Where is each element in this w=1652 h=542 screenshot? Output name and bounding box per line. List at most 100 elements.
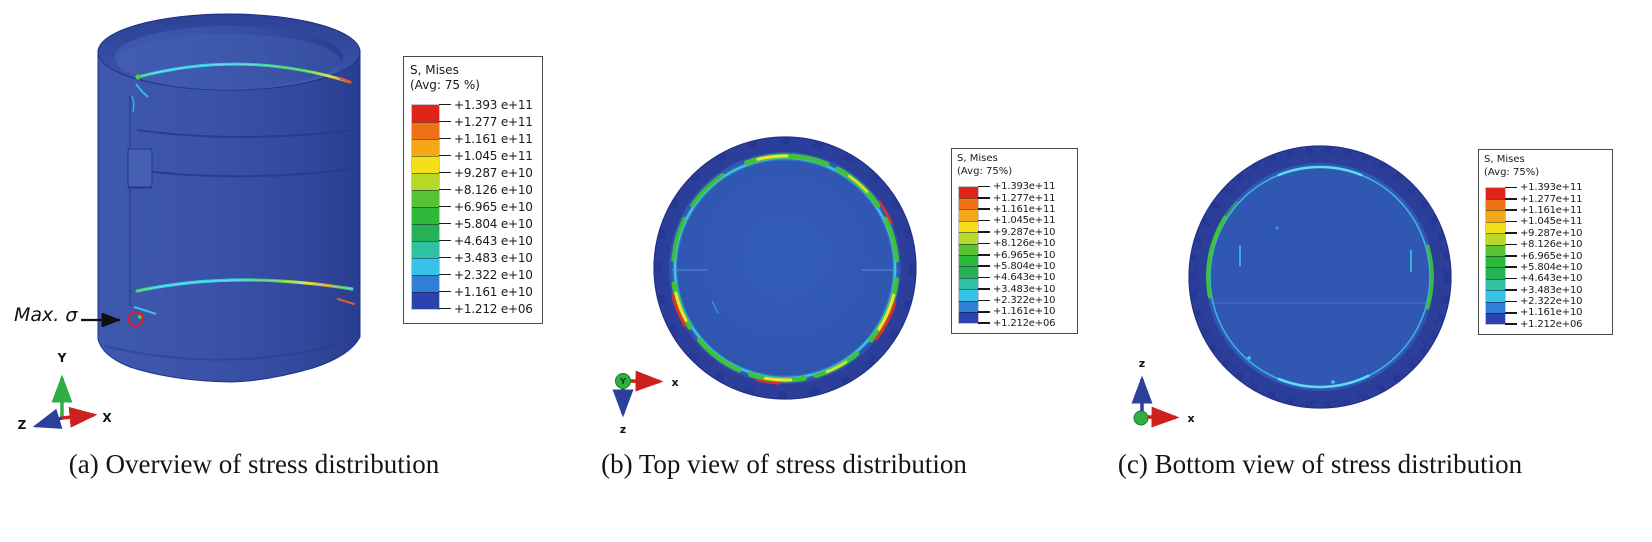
legend-value: +1.277e+11 (1505, 193, 1609, 205)
stress-hotspot (847, 175, 869, 193)
tick-mark (1505, 289, 1517, 291)
stress-hotspot (696, 337, 742, 373)
legend-value: +3.483e+10 (978, 284, 1074, 295)
colorbar-band (412, 206, 439, 224)
axis-triad-bottom-view: z x (1131, 357, 1195, 428)
legend-value: +1.393 e+11 (439, 96, 538, 113)
tick-mark (978, 322, 990, 324)
colorbar-band (1486, 187, 1505, 200)
overview-stress-model (97, 13, 361, 383)
legend-value: +8.126 e+10 (439, 181, 538, 198)
colorbar-band (412, 189, 439, 207)
legend-value: +4.643e+10 (1505, 273, 1609, 284)
legend-value: +1.212 e+06 (439, 300, 538, 317)
legend-value: +4.643 e+10 (439, 232, 538, 249)
stress-hotspot (671, 216, 687, 263)
legend-value: +9.287e+10 (1505, 228, 1609, 239)
legend-value: +2.322 e+10 (439, 266, 538, 283)
tick-mark (1505, 232, 1517, 234)
stress-hotspot (1277, 165, 1363, 177)
tick-mark (439, 154, 451, 157)
colorbar-band (412, 240, 439, 258)
colorbar-band (1486, 233, 1505, 245)
inner-disc (1206, 163, 1434, 391)
tick-mark (439, 205, 451, 208)
max-stress-arrow (81, 313, 122, 327)
colorbar (1485, 186, 1506, 326)
colorbar-band (959, 243, 978, 256)
tick-mark (1505, 300, 1517, 303)
colorbar-band (412, 291, 439, 309)
colorbar-band (1486, 312, 1505, 325)
z-axis-arrow (32, 408, 63, 429)
legend-value: +1.045e+11 (1505, 216, 1609, 227)
legend-value: +8.126e+10 (1505, 239, 1609, 250)
y-axis-origin-dot (615, 373, 631, 389)
colorbar-band (1486, 256, 1505, 268)
legend-subtitle: (Avg: 75%) (1484, 166, 1540, 178)
colorbar-band (412, 274, 439, 292)
x-axis-arrow (629, 370, 664, 392)
colorbar-values: +1.393 e+11 +1.277 e+11 +1.161 e+11 +1.045 … (439, 96, 538, 317)
max-stress-circle-marker (128, 311, 144, 327)
z-axis-label: z (620, 423, 626, 436)
legend-value: +1.393e+11 (1505, 182, 1609, 193)
legend-value: +1.045e+11 (978, 215, 1074, 226)
tick-mark (1505, 277, 1517, 280)
tick-mark (439, 307, 451, 310)
colorbar-band (959, 300, 978, 312)
tick-mark (1505, 220, 1517, 223)
panel-caption-b: (b) Top view of stress distribution (601, 449, 967, 479)
tick-mark (439, 171, 451, 174)
legend-value: +6.965e+10 (978, 249, 1074, 261)
colorbar (958, 185, 979, 325)
colorbar-band (959, 232, 978, 244)
colorbar-legend: S, Mises (Avg: 75 %) +1.393 e+11 +1.277 e… (403, 56, 543, 324)
side-tab (127, 148, 153, 188)
legend-title: S, Mises (957, 153, 998, 164)
tick-mark (978, 299, 990, 302)
legend-title: S, Mises (1484, 154, 1525, 165)
tick-mark (978, 231, 990, 233)
tick-mark (439, 137, 451, 140)
tick-mark (978, 265, 990, 268)
colorbar-band (959, 198, 978, 210)
tick-mark (1505, 323, 1517, 325)
colorbar-band (412, 223, 439, 241)
colorbar-band (959, 311, 978, 324)
stress-hotspot (883, 216, 899, 263)
axis-triad-overview: Y X Z (18, 351, 113, 430)
colorbar-band (1486, 244, 1505, 257)
legend-value: +1.212e+06 (978, 318, 1074, 329)
colorbar-band (412, 138, 439, 156)
stress-hotspot (674, 291, 688, 323)
stress-hotspot (1425, 244, 1434, 310)
y-axis-origin-dot (1133, 410, 1149, 426)
y-axis-label: Y (57, 351, 67, 365)
colorbar-band (959, 220, 978, 233)
top-view-model (653, 136, 917, 400)
bottom-view-model (1188, 145, 1452, 409)
colorbar-band (959, 255, 978, 267)
legend-value: +2.322e+10 (1505, 296, 1609, 307)
legend-value: +8.126e+10 (978, 238, 1074, 249)
colorbar-values: +1.393e+11 +1.277e+11 +1.161e+11 +1.045e+11… (1505, 182, 1609, 330)
tick-mark (1505, 243, 1517, 246)
colorbar-band (1486, 278, 1505, 291)
x-axis-label: x (671, 376, 678, 389)
cylinder-details (103, 96, 355, 361)
tick-mark (1505, 311, 1517, 314)
x-axis-label: X (102, 411, 112, 425)
panel-caption-a: (a) Overview of stress distribution (68, 449, 440, 479)
colorbar-band (959, 186, 978, 199)
tick-mark (978, 310, 990, 313)
colorbar-band (959, 277, 978, 290)
tick-mark (439, 290, 451, 293)
tick-mark (978, 219, 990, 222)
legend-value: +9.287 e+10 (439, 164, 538, 181)
stress-hotspot (755, 378, 781, 385)
colorbar-band (412, 155, 439, 173)
stress-hotspot (671, 294, 687, 328)
stress-bands (131, 62, 355, 319)
tick-mark (978, 185, 990, 188)
